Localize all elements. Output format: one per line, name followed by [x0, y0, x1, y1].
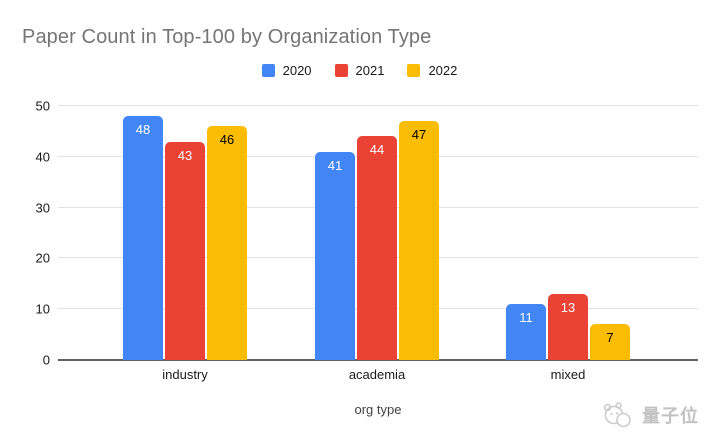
legend-item-2020: 2020: [261, 63, 312, 78]
bar-value-label: 48: [135, 122, 151, 138]
y-tick-label: 10: [35, 301, 50, 317]
bar-value-label: 41: [327, 157, 343, 173]
legend-swatch-icon: [407, 64, 421, 77]
bar-mixed-2021: 13: [548, 293, 588, 360]
y-tick-label: 40: [35, 149, 50, 165]
bar-industry-2021: 43: [165, 141, 205, 360]
y-tick-label: 0: [42, 352, 50, 368]
x-category-label: academia: [348, 367, 406, 382]
x-axis-title: org type: [354, 402, 402, 417]
bar-group-academia: 41 44 47: [315, 106, 439, 360]
bar-value-label: 44: [369, 142, 385, 158]
bar-group-industry: 48 43 46: [123, 106, 247, 360]
legend-swatch-icon: [334, 64, 348, 77]
watermark: 量子位: [601, 401, 699, 428]
chart-title: Paper Count in Top-100 by Organization T…: [22, 26, 432, 48]
chart-legend: 2020 2021 2022: [0, 63, 719, 78]
x-axis-line: [58, 359, 698, 361]
legend-swatch-icon: [261, 64, 275, 77]
bar-academia-2021: 44: [357, 136, 397, 360]
y-tick-label: 50: [35, 98, 50, 114]
bar-industry-2022: 46: [207, 126, 247, 360]
qbitai-logo-icon: [603, 402, 631, 428]
y-tick-label: 30: [35, 200, 50, 216]
x-category-label: industry: [162, 367, 208, 382]
legend-label: 2021: [355, 63, 385, 78]
y-axis-labels: 0 10 20 30 40 50: [0, 100, 50, 367]
y-tick-label: 20: [35, 250, 50, 266]
legend-label: 2022: [428, 63, 458, 78]
bar-value-label: 7: [606, 330, 614, 346]
bar-value-label: 11: [519, 310, 533, 326]
x-category-label: mixed: [550, 367, 586, 382]
bar-value-label: 47: [411, 127, 427, 143]
bar-value-label: 46: [219, 132, 235, 148]
bar-mixed-2022: 7: [590, 324, 630, 360]
bar-value-label: 43: [177, 147, 193, 163]
legend-item-2022: 2022: [407, 63, 457, 78]
legend-label: 2020: [282, 63, 312, 78]
plot-area: 48 43 46 industry 41 44 47 academia 11 13 7 mixed: [58, 105, 698, 382]
gridline: [58, 105, 698, 106]
watermark-text: 量子位: [642, 405, 699, 426]
bar-mixed-2020: 11: [506, 304, 546, 360]
bar-industry-2020: 48: [123, 116, 163, 360]
bar-group-mixed: 11 13 7: [506, 106, 630, 360]
bar-academia-2020: 41: [315, 151, 355, 360]
legend-item-2021: 2021: [334, 63, 385, 78]
bar-value-label: 13: [560, 299, 576, 315]
bar-academia-2022: 47: [399, 121, 439, 360]
